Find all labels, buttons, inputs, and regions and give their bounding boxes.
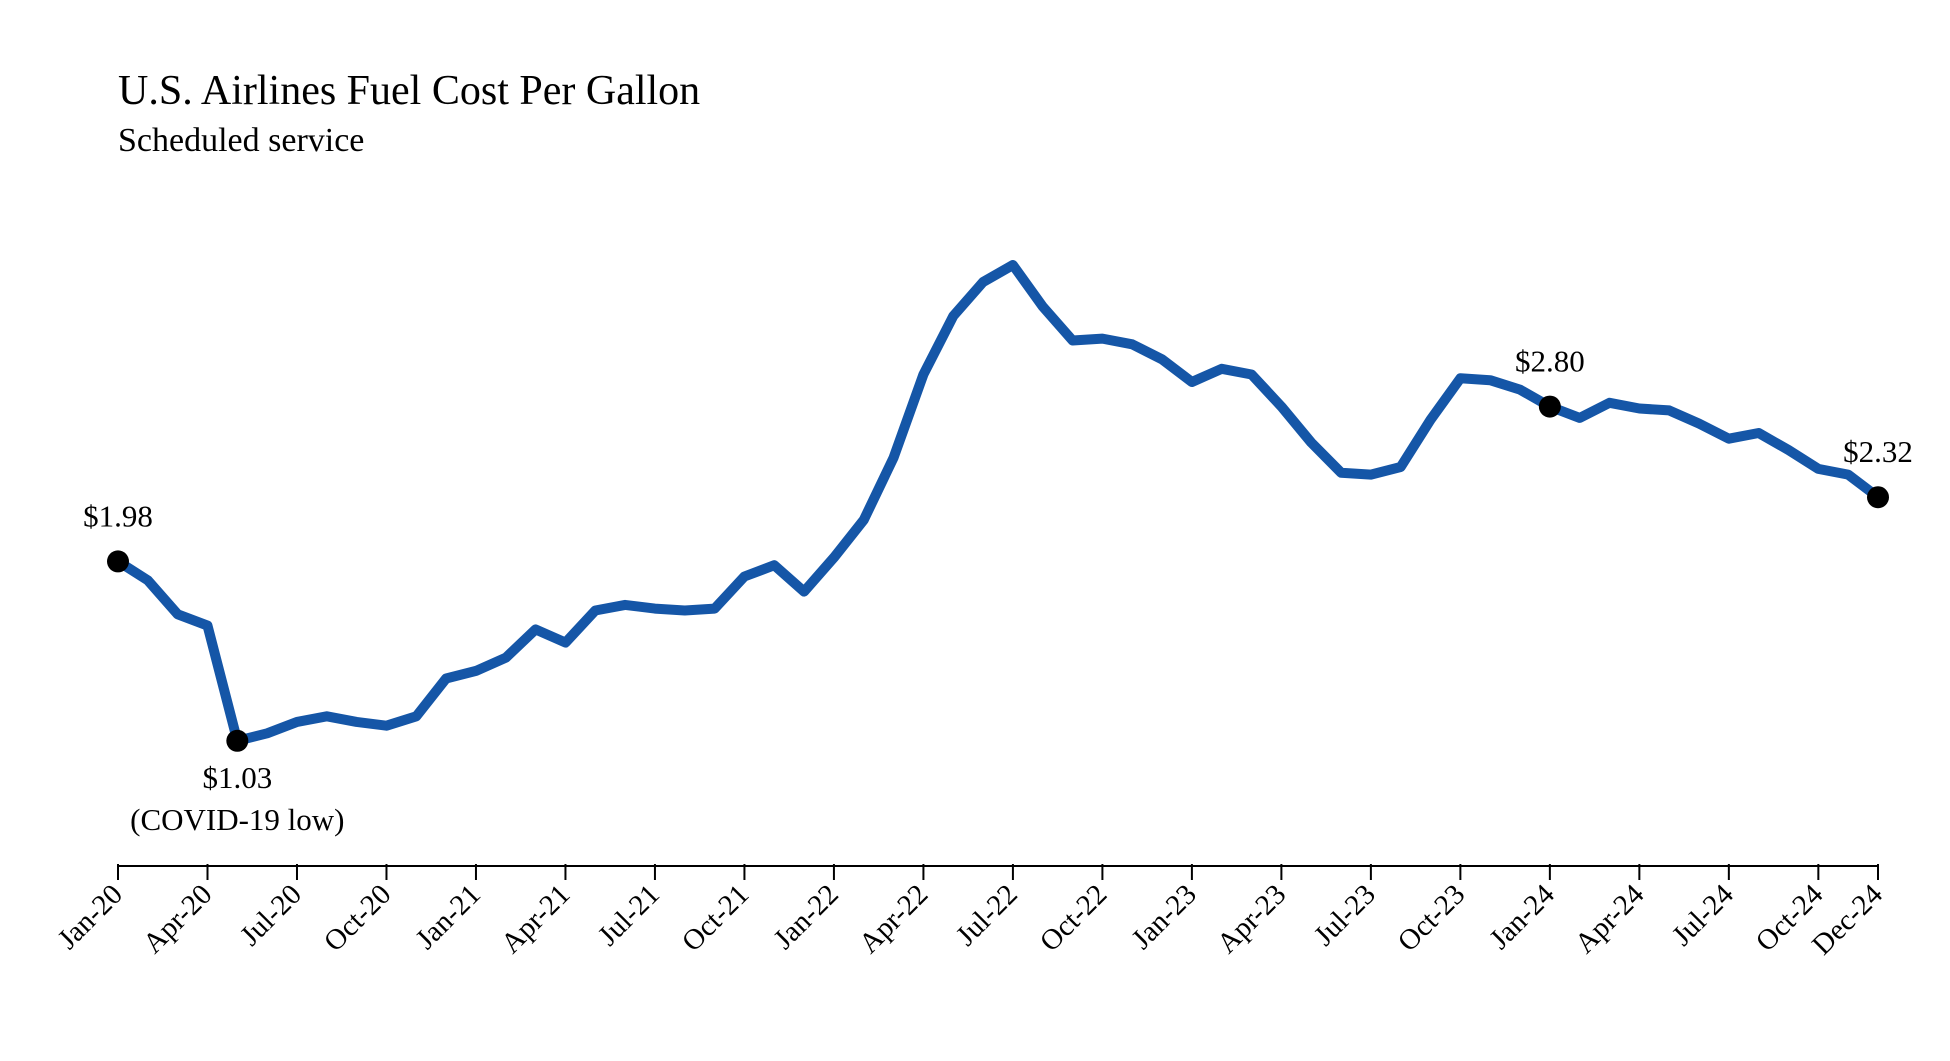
annotation-marker <box>226 729 249 752</box>
annotation-marker <box>107 550 129 573</box>
annotation-labels: $1.98 $1.03 (COVID-19 low) $2.80 $2.32 <box>83 344 1913 837</box>
x-tick-label: Jul-21 <box>592 878 666 952</box>
x-tick-label: Jan-21 <box>410 878 487 955</box>
annotation-value-label: $1.98 <box>83 498 153 533</box>
x-tick-label: Jan-23 <box>1126 878 1203 955</box>
x-tick-label: Oct-23 <box>1392 878 1472 958</box>
x-tick-label: Oct-21 <box>676 878 756 958</box>
x-tick-label: Oct-22 <box>1034 878 1114 958</box>
x-tick-label: Jul-23 <box>1308 878 1382 952</box>
x-tick-label: Jul-20 <box>234 878 308 952</box>
annotation-value-label: $2.32 <box>1843 434 1913 469</box>
chart-title: U.S. Airlines Fuel Cost Per Gallon <box>118 68 701 114</box>
series-line-fuel-cost <box>113 260 1883 746</box>
x-tick-label: Jul-24 <box>1666 878 1740 952</box>
annotation-markers <box>107 395 1889 752</box>
annotation-note: (COVID-19 low) <box>130 802 344 837</box>
x-tick-label: Oct-20 <box>318 878 398 958</box>
x-tick-label: Jan-24 <box>1484 878 1562 956</box>
x-tick-label: Apr-21 <box>495 878 576 959</box>
x-axis-ticks <box>117 864 1879 880</box>
x-tick-label: Apr-20 <box>137 878 218 959</box>
annotation-value-label: $1.03 <box>202 760 272 795</box>
annotation-marker <box>1867 486 1889 509</box>
x-tick-label: Jul-22 <box>950 878 1024 952</box>
x-tick-label: Jan-20 <box>52 878 129 955</box>
annotation-value-label: $2.80 <box>1515 344 1585 379</box>
x-tick-label: Apr-24 <box>1569 878 1651 960</box>
x-tick-label: Apr-23 <box>1211 878 1292 959</box>
x-axis-tick-labels: Jan-20 Apr-20 Jul-20 Oct-20 Jan-21 Apr-21 Jul-… <box>52 878 1890 961</box>
x-tick-label: Apr-22 <box>853 878 934 959</box>
chart-subtitle: Scheduled service <box>118 122 365 159</box>
annotation-marker <box>1538 395 1561 418</box>
x-tick-label: Jan-22 <box>768 878 845 955</box>
